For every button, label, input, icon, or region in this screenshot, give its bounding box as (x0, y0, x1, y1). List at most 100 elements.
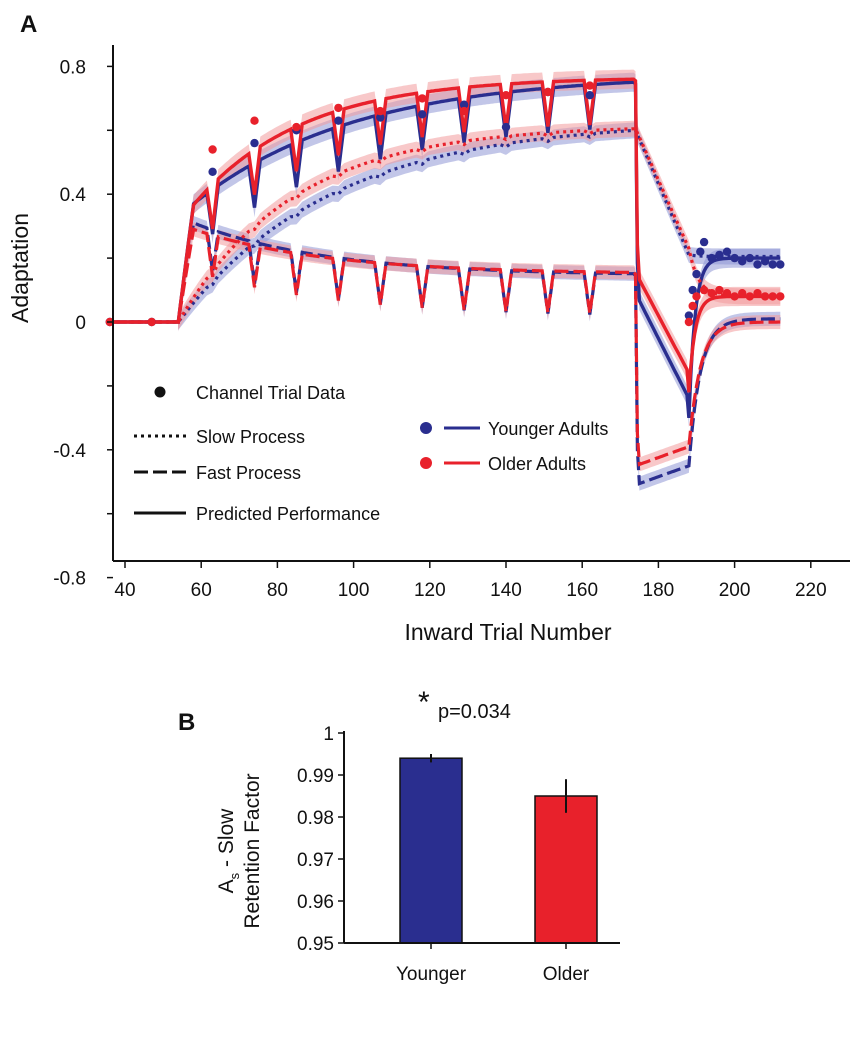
younger-channel-point (696, 247, 705, 256)
panel-a-axes: 40 60 80 100 120 140 160 180 200 220 0.8 0.4 0 -0.4 -0… (53, 45, 850, 601)
panel-a: A 40 60 80 100 120 140 160 180 200 220 0.8 0.4 0 -0.4… (7, 11, 850, 645)
older-channel-point (707, 289, 716, 298)
legend-younger-dot (420, 422, 432, 434)
y-axis-title: Adaptation (7, 213, 33, 323)
older-channel-point (722, 289, 732, 298)
channel-trial-points (105, 81, 785, 327)
older-channel-point (418, 94, 427, 103)
y-tick-label: 0.4 (60, 185, 87, 206)
x-tick-label: 100 (338, 580, 370, 601)
legend-older-label: Older Adults (488, 454, 586, 474)
older-channel-point (699, 285, 709, 295)
older-channel-point (147, 317, 156, 327)
younger-fast-process-line (109, 220, 781, 486)
bar-category-label: Younger (396, 964, 467, 985)
older-slow-process-line (109, 127, 781, 324)
y-tick-label: -0.4 (53, 441, 86, 462)
x-axis-title: Inward Trial Number (404, 619, 611, 645)
younger-channel-point (688, 285, 697, 295)
older-channel-point (776, 292, 785, 301)
legend-fast-label: Fast Process (196, 463, 301, 483)
bar-group (399, 754, 598, 944)
older-channel-point (715, 285, 724, 295)
older-channel-point (208, 145, 217, 154)
younger-channel-point (692, 269, 701, 279)
panel-a-letter: A (20, 11, 37, 38)
bar-category-label: Older (543, 964, 590, 985)
younger-channel-point (707, 253, 716, 263)
bar-y-tick-label: 0.96 (297, 892, 334, 913)
x-tick-label: 220 (795, 580, 827, 601)
y-tick-label: 0.8 (60, 57, 86, 78)
older-channel-point (250, 116, 259, 125)
legend: Channel Trial Data Slow Process Fast Pro… (134, 383, 608, 524)
older-channel-point (760, 292, 770, 301)
younger-channel-point (334, 116, 343, 125)
older-channel-point (692, 292, 701, 301)
x-tick-label: 140 (490, 580, 522, 601)
younger-channel-point (208, 167, 217, 176)
x-tick-label: 120 (414, 580, 446, 601)
y-tick-label: 0 (75, 313, 86, 334)
younger-channel-point (753, 260, 762, 269)
younger-channel-point (730, 253, 739, 263)
panel-b-axes: 1 0.99 0.98 0.97 0.96 0.95 Younger Older (297, 724, 620, 985)
older-channel-point (459, 106, 469, 116)
younger-channel-point (459, 100, 469, 109)
bar-y-title-rest: - Slow (215, 808, 238, 873)
younger-channel-point (501, 122, 511, 132)
significance-pvalue: p=0.034 (438, 701, 511, 723)
younger-channel-point (585, 91, 594, 100)
younger-channel-point (768, 260, 777, 269)
legend-dot-marker (154, 386, 166, 398)
older-channel-point (376, 106, 385, 116)
older-channel-point (334, 103, 343, 113)
bar-y-tick-label: 0.97 (297, 850, 334, 871)
panel-b-letter: B (178, 709, 195, 736)
legend-younger-label: Younger Adults (488, 419, 608, 439)
older-channel-point (730, 292, 739, 301)
bar-y-title-prefix: A (215, 879, 238, 893)
model-lines (109, 77, 781, 486)
bar-y-tick-label: 0.98 (297, 808, 334, 829)
bar-y-title-line2: Retention Factor (241, 773, 264, 928)
younger-channel-point (715, 250, 724, 260)
legend-slow-label: Slow Process (196, 427, 305, 447)
x-tick-label: 180 (643, 580, 675, 601)
older-channel-point (745, 292, 754, 301)
older-channel-point (292, 122, 301, 132)
younger-channel-point (760, 257, 770, 266)
younger-channel-point (738, 257, 747, 266)
older-channel-point (543, 87, 553, 97)
younger-channel-point (699, 237, 709, 247)
younger-channel-point (722, 247, 732, 256)
older-predicted-line (109, 77, 781, 393)
bar-y-axis-title: As - Slow Retention Factor (215, 773, 264, 928)
bar-older (534, 795, 598, 944)
x-tick-label: 80 (267, 580, 288, 601)
legend-channel-label: Channel Trial Data (196, 383, 346, 403)
x-tick-label: 40 (114, 580, 135, 601)
panel-b: B 1 0.99 0.98 0.97 0.96 0.95 Younger Older * p=… (178, 686, 620, 985)
x-tick-label: 160 (566, 580, 598, 601)
younger-channel-point (776, 260, 785, 269)
bar-younger (399, 757, 463, 944)
bar-y-tick-label: 0.99 (297, 766, 334, 787)
younger-channel-point (418, 110, 427, 119)
older-channel-point (585, 81, 594, 90)
older-channel-point (684, 317, 694, 327)
older-channel-point (501, 91, 511, 100)
bar-y-tick-label: 1 (323, 724, 334, 745)
older-channel-point (753, 289, 762, 298)
older-channel-point (738, 289, 747, 298)
x-tick-label: 200 (719, 580, 751, 601)
bar-y-title-subscript: s (227, 872, 242, 879)
younger-channel-point (250, 138, 259, 148)
significance-star: * (418, 686, 430, 719)
younger-slow-process-line (109, 128, 781, 324)
older-channel-point (688, 301, 697, 311)
older-slow-band (178, 120, 781, 330)
younger-channel-point (376, 113, 385, 122)
older-fast-band (178, 222, 781, 472)
